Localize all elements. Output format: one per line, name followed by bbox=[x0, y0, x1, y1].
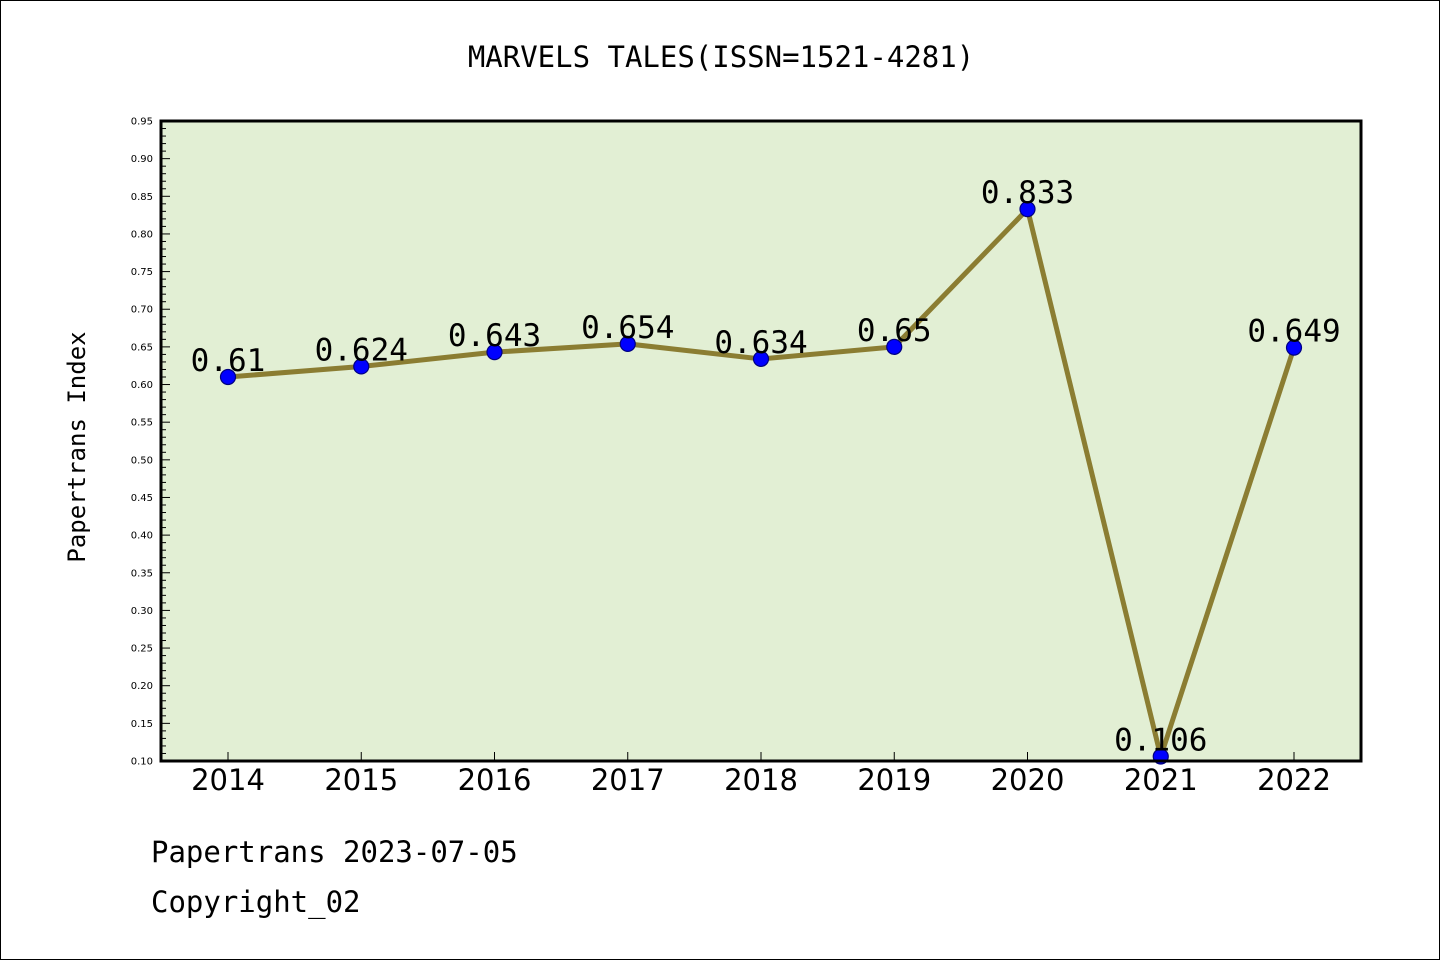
x-tick-label: 2014 bbox=[191, 763, 265, 797]
y-axis-label: Papertrans Index bbox=[63, 331, 91, 562]
y-tick-label: 0.30 bbox=[131, 606, 153, 617]
data-point-label: 0.624 bbox=[315, 332, 408, 368]
data-point-marker bbox=[886, 338, 903, 355]
x-tick-label: 2020 bbox=[991, 763, 1065, 797]
y-axis-ticks: 0.10 0.15 0.20 0.25 0.30 0.35 0.40 0.45 0.50 0.55… bbox=[131, 117, 170, 768]
y-tick-label: 0.80 bbox=[131, 229, 153, 240]
data-point-marker bbox=[1019, 200, 1036, 218]
data-markers bbox=[219, 200, 1303, 765]
data-point-label: 0.106 bbox=[1114, 722, 1207, 758]
data-point-marker bbox=[219, 368, 237, 386]
data-point-label: 0.649 bbox=[1247, 314, 1340, 350]
data-point-label: 0.61 bbox=[191, 343, 266, 379]
y-tick-label: 0.75 bbox=[131, 267, 153, 278]
data-point-marker bbox=[619, 335, 636, 352]
data-point-label: 0.833 bbox=[981, 175, 1074, 211]
x-tick-label: 2022 bbox=[1257, 763, 1331, 797]
y-tick-label: 0.10 bbox=[131, 757, 153, 768]
data-point-label: 0.643 bbox=[448, 318, 541, 354]
y-tick-label: 0.65 bbox=[131, 342, 153, 353]
x-axis-ticks: 2014 2015 2016 2017 2018 2019 2020 2021 2022 bbox=[191, 752, 1331, 797]
data-point-label: 0.65 bbox=[857, 313, 932, 349]
x-tick-label: 2021 bbox=[1124, 763, 1198, 797]
data-labels: 0.61 0.624 0.643 0.654 0.634 0.65 0.833 0.106 0.… bbox=[191, 175, 1341, 758]
footer-copyright: Copyright_02 bbox=[151, 885, 361, 919]
x-tick-label: 2017 bbox=[591, 763, 665, 797]
y-tick-label: 0.60 bbox=[131, 380, 153, 391]
y-tick-label: 0.50 bbox=[131, 455, 153, 466]
y-tick-label: 0.55 bbox=[131, 418, 153, 429]
y-tick-label: 0.95 bbox=[131, 117, 153, 128]
y-tick-label: 0.25 bbox=[131, 644, 153, 655]
y-tick-label: 0.70 bbox=[131, 305, 153, 316]
data-point-label: 0.634 bbox=[714, 325, 807, 361]
data-point-marker bbox=[353, 358, 370, 375]
y-tick-label: 0.85 bbox=[131, 192, 153, 203]
footer-date: Papertrans 2023-07-05 bbox=[151, 835, 518, 869]
y-tick-label: 0.35 bbox=[131, 568, 153, 579]
plot-area bbox=[161, 121, 1361, 761]
data-point-label: 0.654 bbox=[581, 310, 674, 346]
data-point-marker bbox=[486, 344, 503, 361]
y-tick-label: 0.20 bbox=[131, 681, 153, 692]
x-tick-label: 2015 bbox=[324, 763, 398, 797]
y-tick-label: 0.40 bbox=[131, 531, 153, 542]
x-tick-label: 2016 bbox=[458, 763, 532, 797]
data-point-marker bbox=[1285, 339, 1303, 356]
y-tick-label: 0.90 bbox=[131, 154, 153, 165]
x-tick-label: 2018 bbox=[724, 763, 798, 797]
y-tick-label: 0.45 bbox=[131, 493, 153, 504]
x-tick-label: 2019 bbox=[857, 763, 931, 797]
chart-title: MARVELS TALES(ISSN=1521-4281) bbox=[468, 40, 974, 74]
y-tick-label: 0.15 bbox=[131, 719, 153, 730]
data-point-marker bbox=[752, 350, 770, 368]
plot-border bbox=[159, 119, 1363, 763]
